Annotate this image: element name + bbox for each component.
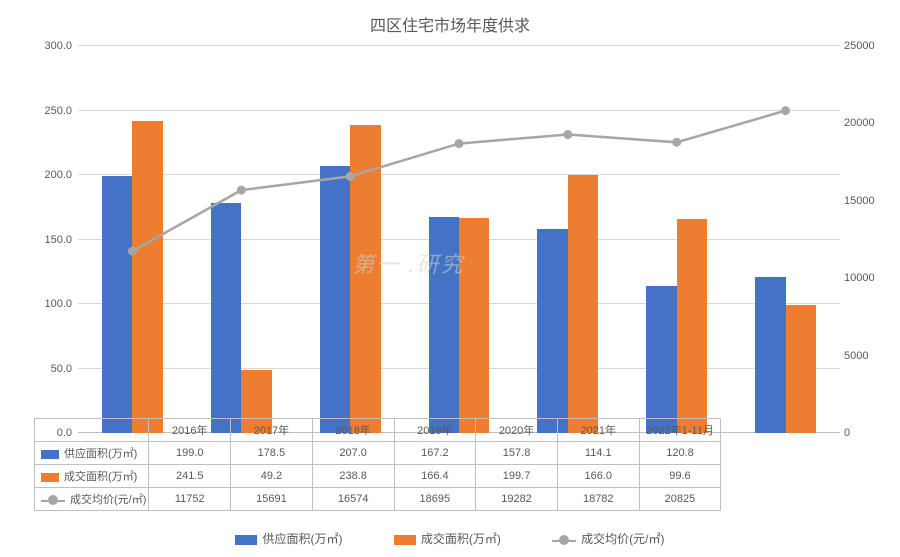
table-cell: 199.0 bbox=[149, 442, 231, 465]
table-cell: 157.8 bbox=[476, 442, 558, 465]
table-cell: 49.2 bbox=[231, 465, 313, 488]
y-left-tick: 100.0 bbox=[34, 298, 72, 310]
table-cell: 238.8 bbox=[312, 465, 394, 488]
table-cell: 199.7 bbox=[476, 465, 558, 488]
table-row-label: 成交面积(万㎡) bbox=[35, 465, 149, 488]
y-right-tick: 0 bbox=[844, 427, 884, 439]
table-cell: 241.5 bbox=[149, 465, 231, 488]
legend-price: 成交均价(元/㎡) bbox=[581, 532, 664, 546]
table-cell: 166.4 bbox=[394, 465, 476, 488]
table-cell: 20825 bbox=[639, 488, 721, 511]
y-right-tick: 15000 bbox=[844, 195, 884, 207]
table-cell: 18695 bbox=[394, 488, 476, 511]
legend: 供应面积(万㎡) 成交面积(万㎡) 成交均价(元/㎡) bbox=[0, 530, 900, 547]
table-cell: 167.2 bbox=[394, 442, 476, 465]
data-table: 2016年2017年2018年2019年2020年2021年2022年1-11月… bbox=[34, 418, 721, 511]
y-left-tick: 300.0 bbox=[34, 40, 72, 52]
table-cell: 18782 bbox=[557, 488, 639, 511]
table-cell: 15691 bbox=[231, 488, 313, 511]
table-header: 2016年 bbox=[149, 419, 231, 442]
table-header: 2022年1-11月 bbox=[639, 419, 721, 442]
table-cell: 99.6 bbox=[639, 465, 721, 488]
legend-deal: 成交面积(万㎡) bbox=[421, 532, 501, 546]
y-left-tick: 250.0 bbox=[34, 105, 72, 117]
table-header: 2018年 bbox=[312, 419, 394, 442]
table-row-label: 成交均价(元/㎡) bbox=[35, 488, 149, 511]
table-cell: 166.0 bbox=[557, 465, 639, 488]
table-cell: 11752 bbox=[149, 488, 231, 511]
y-right-tick: 25000 bbox=[844, 40, 884, 52]
y-left-tick: 200.0 bbox=[34, 169, 72, 181]
table-header: 2017年 bbox=[231, 419, 313, 442]
legend-supply: 供应面积(万㎡) bbox=[262, 532, 342, 546]
table-cell: 120.8 bbox=[639, 442, 721, 465]
table-header: 2019年 bbox=[394, 419, 476, 442]
y-left-tick: 150.0 bbox=[34, 234, 72, 246]
table-cell: 16574 bbox=[312, 488, 394, 511]
table-cell: 114.1 bbox=[557, 442, 639, 465]
y-right-tick: 10000 bbox=[844, 272, 884, 284]
table-header: 2020年 bbox=[476, 419, 558, 442]
table-cell: 207.0 bbox=[312, 442, 394, 465]
y-left-tick: 50.0 bbox=[34, 363, 72, 375]
y-right-tick: 20000 bbox=[844, 117, 884, 129]
price-line bbox=[78, 46, 840, 433]
plot-area: 0.050.0100.0150.0200.0250.0300.005000100… bbox=[78, 46, 840, 433]
y-right-tick: 5000 bbox=[844, 350, 884, 362]
table-header: 2021年 bbox=[557, 419, 639, 442]
table-cell: 19282 bbox=[476, 488, 558, 511]
table-cell: 178.5 bbox=[231, 442, 313, 465]
table-row-label: 供应面积(万㎡) bbox=[35, 442, 149, 465]
chart-title: 四区住宅市场年度供求 bbox=[0, 0, 900, 44]
